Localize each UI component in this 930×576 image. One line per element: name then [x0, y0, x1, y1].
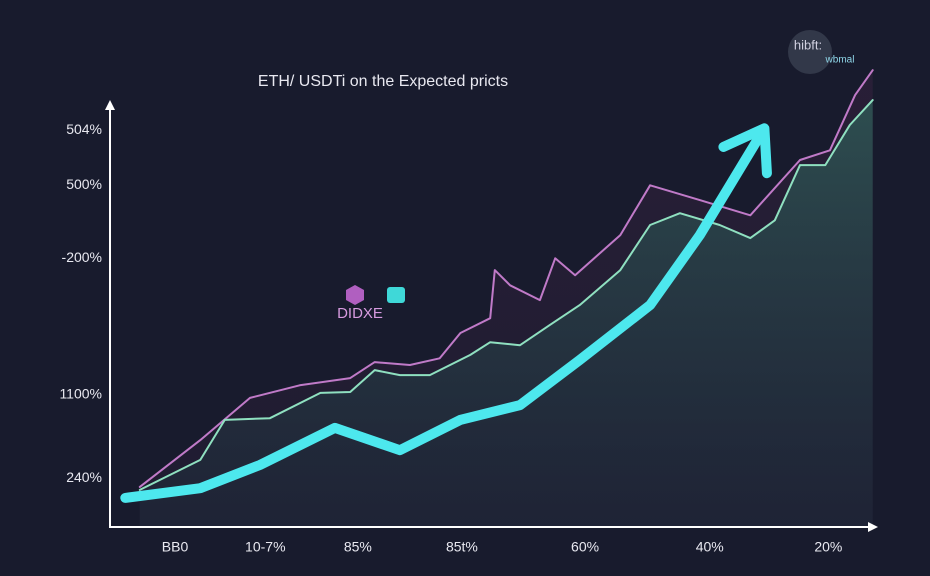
brand-icon — [346, 285, 364, 305]
x-tick-label: 40% — [696, 539, 724, 555]
lines — [120, 69, 874, 503]
series-line — [120, 130, 766, 503]
y-axis-arrow — [105, 100, 115, 110]
y-tick-label: -200% — [62, 249, 102, 265]
x-axis-arrow — [868, 522, 878, 532]
logo-badge — [788, 30, 832, 74]
x-tick-label: 60% — [571, 539, 599, 555]
brand-label: DIDXE — [337, 305, 383, 322]
areas — [139, 70, 873, 527]
y-tick-label: 504% — [66, 121, 102, 137]
y-tick-label: 500% — [66, 176, 102, 192]
x-tick-label: 10-7% — [245, 539, 285, 555]
logo-text: hibft: — [794, 37, 822, 52]
x-tick-label: 20% — [814, 539, 842, 555]
y-tick-label: 240% — [66, 469, 102, 485]
x-tick-label: 85t% — [446, 539, 478, 555]
logo-subtext: wbmal — [825, 55, 855, 66]
chart-title: ETH/ USDTi on the Expected pricts — [258, 73, 508, 90]
x-tick-label: 85% — [344, 539, 372, 555]
x-tick-label: BB0 — [162, 539, 189, 555]
series-line — [138, 99, 874, 491]
arrow-head — [718, 123, 772, 179]
legend-icon — [387, 287, 405, 303]
y-tick-label: 1100% — [59, 386, 102, 402]
series-line — [138, 69, 874, 488]
series-area — [139, 100, 873, 527]
